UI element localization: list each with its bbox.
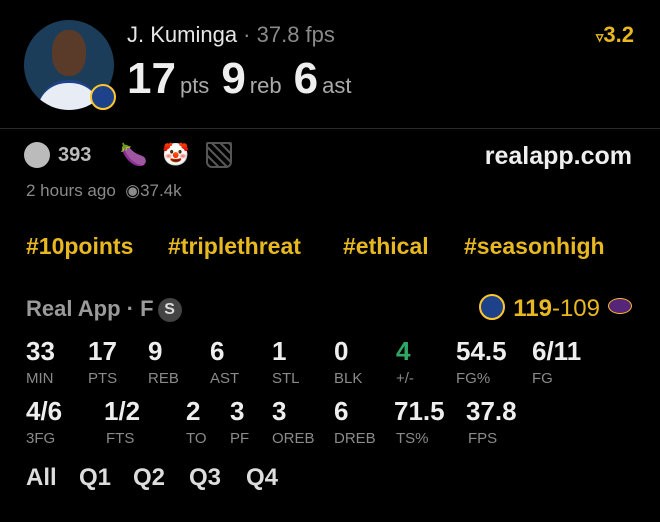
arrow-icon: ▿ bbox=[595, 29, 604, 46]
hashtag[interactable]: #seasonhigh bbox=[464, 233, 605, 259]
warriors-logo-icon bbox=[479, 294, 506, 320]
stat-value: 0 bbox=[334, 336, 349, 366]
player-avatar[interactable] bbox=[24, 20, 114, 110]
stat-label: OREB bbox=[272, 430, 315, 447]
player-title: J. Kuminga · 37.8 fps bbox=[127, 22, 335, 47]
tab-q2[interactable]: Q2 bbox=[133, 464, 166, 491]
warriors-logo-icon bbox=[90, 84, 116, 110]
stat-value: 3 bbox=[230, 396, 245, 426]
stat-value: 3 bbox=[272, 396, 287, 426]
player-face bbox=[52, 30, 86, 76]
player-name[interactable]: J. Kuminga bbox=[127, 22, 238, 47]
stat-value: 6 bbox=[210, 336, 225, 366]
reaction-count: 393 bbox=[58, 144, 92, 166]
eggplant-icon[interactable]: 🍆 bbox=[120, 142, 148, 167]
stat-label: PTS bbox=[88, 370, 118, 387]
hashtag[interactable]: #10points bbox=[26, 233, 134, 259]
stat-label: FG% bbox=[456, 370, 491, 387]
assists: 6 bbox=[293, 54, 319, 103]
stat-label: FG bbox=[532, 370, 553, 387]
stat-label: TS% bbox=[396, 430, 429, 447]
tab-q1[interactable]: Q1 bbox=[79, 464, 112, 491]
stat-label: REB bbox=[148, 370, 179, 387]
post-meta: 2 hours ago ◉37.4k bbox=[26, 181, 182, 201]
stat-value: 17 bbox=[88, 336, 117, 366]
tab-all[interactable]: All bbox=[26, 464, 57, 491]
stat-value: 1/2 bbox=[104, 396, 141, 426]
smiley-icon[interactable] bbox=[24, 142, 50, 168]
points-label: pts bbox=[179, 73, 210, 98]
stat-value: 4 bbox=[396, 336, 411, 366]
stat-label: +/- bbox=[396, 370, 414, 387]
view-count: 37.4k bbox=[140, 181, 182, 200]
hashtag[interactable]: #triplethreat bbox=[168, 233, 301, 259]
game-score[interactable]: 119-109 bbox=[479, 294, 632, 323]
stat-value: 6/11 bbox=[532, 336, 582, 366]
stat-value: 54.5 bbox=[456, 336, 507, 366]
stat-label: AST bbox=[210, 370, 240, 387]
stat-label: 3FG bbox=[26, 430, 56, 447]
rating[interactable]: ▿3.2 bbox=[596, 22, 634, 48]
stat-value: 6 bbox=[334, 396, 349, 426]
stat-value: 33 bbox=[26, 336, 55, 366]
stat-value: 71.5 bbox=[394, 396, 445, 426]
stat-label: FTS bbox=[106, 430, 135, 447]
stat-value: 4/6 bbox=[26, 396, 63, 426]
stat-label: PF bbox=[230, 430, 250, 447]
headline-stats: 17 pts 9 reb 6 ast bbox=[127, 54, 363, 104]
eye-icon: ◉ bbox=[125, 181, 141, 200]
tab-q4[interactable]: Q4 bbox=[246, 464, 279, 491]
stat-value: 9 bbox=[148, 336, 163, 366]
stat-label: STL bbox=[272, 370, 300, 387]
rating-value: 3.2 bbox=[603, 22, 634, 47]
clown-icon[interactable]: 🤡 bbox=[162, 142, 190, 167]
stat-label: MIN bbox=[26, 370, 54, 387]
source-label: Real App · F bbox=[26, 296, 154, 321]
stat-value: 1 bbox=[272, 336, 287, 366]
divider bbox=[0, 128, 660, 129]
stat-value: 37.8 bbox=[466, 396, 517, 426]
basketball-hoop-icon[interactable] bbox=[206, 142, 232, 168]
rebounds: 9 bbox=[221, 54, 246, 103]
status-badge: S bbox=[157, 298, 182, 322]
points: 17 bbox=[127, 54, 176, 103]
away-score: 109 bbox=[559, 295, 600, 322]
stat-label: DREB bbox=[334, 430, 376, 447]
stat-label: FPS bbox=[468, 430, 498, 447]
lakers-logo-icon bbox=[608, 298, 632, 314]
timestamp: 2 hours ago bbox=[26, 181, 116, 200]
stat-label: TO bbox=[186, 430, 207, 447]
hashtag[interactable]: #ethical bbox=[343, 233, 429, 259]
assists-label: ast bbox=[322, 73, 352, 98]
home-score: 119 bbox=[513, 295, 552, 322]
tab-q3[interactable]: Q3 bbox=[189, 464, 222, 491]
stat-value: 2 bbox=[186, 396, 201, 426]
stat-label: BLK bbox=[334, 370, 363, 387]
player-fps: 37.8 fps bbox=[256, 22, 335, 47]
site-link[interactable]: realapp.com bbox=[484, 142, 632, 170]
rebounds-label: reb bbox=[249, 73, 282, 98]
